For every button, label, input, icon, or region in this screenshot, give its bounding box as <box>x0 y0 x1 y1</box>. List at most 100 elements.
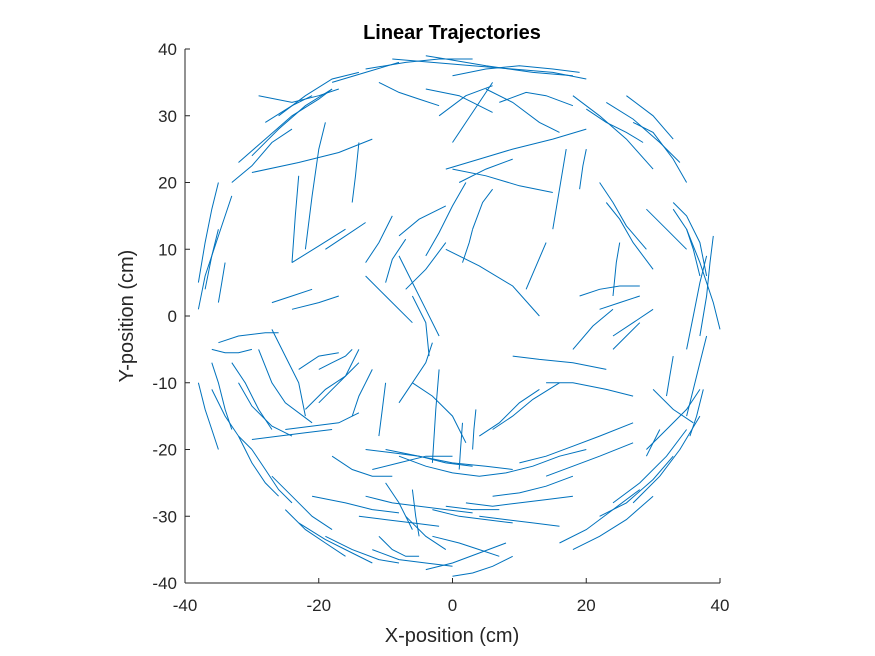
trajectory-line-13 <box>304 122 326 250</box>
trajectory-line-104 <box>479 515 560 527</box>
trajectory-line-38 <box>365 215 393 263</box>
trajectory-line-40 <box>291 228 346 264</box>
trajectory-line-90 <box>546 382 634 397</box>
trajectory-line-49 <box>525 242 547 290</box>
trajectory-line-26 <box>626 95 674 140</box>
trajectory-line-78 <box>318 362 360 404</box>
trajectory-line-107 <box>411 489 420 537</box>
trajectory-line-46 <box>365 275 413 324</box>
trajectory-line-64 <box>672 202 708 277</box>
trajectory-line-2 <box>392 58 587 80</box>
trajectory-line-21 <box>499 91 574 107</box>
trajectory-line-1 <box>425 55 573 77</box>
y-tick-label: -30 <box>152 507 177 526</box>
trajectory-line-53 <box>612 308 654 337</box>
trajectory-line-98 <box>492 475 574 497</box>
trajectory-line-105 <box>445 505 500 511</box>
y-tick-label: 10 <box>158 240 177 259</box>
trajectory-line-30 <box>579 149 587 190</box>
trajectory-line-24 <box>632 121 688 183</box>
trajectory-line-16 <box>378 81 440 107</box>
trajectory-line-20 <box>485 88 560 133</box>
trajectory-line-5 <box>452 65 580 77</box>
trajectory-line-41 <box>472 188 493 230</box>
trajectory-line-39 <box>325 222 366 250</box>
trajectory-line-109 <box>378 535 420 557</box>
trajectory-line-129 <box>666 356 674 397</box>
trajectory-line-77 <box>318 349 353 370</box>
y-tick-label: -40 <box>152 574 177 593</box>
trajectory-line-86 <box>472 409 477 450</box>
trajectory-line-125 <box>646 389 701 450</box>
trajectory-line-4 <box>331 61 400 83</box>
trajectory-line-66 <box>218 332 279 344</box>
y-tick-label: 20 <box>158 174 177 193</box>
trajectory-line-79 <box>305 349 360 410</box>
trajectory-line-84 <box>412 382 467 444</box>
trajectory-line-100 <box>365 495 473 514</box>
trajectory-line-51 <box>599 295 640 310</box>
trajectory-line-117 <box>271 475 333 531</box>
trajectory-line-42 <box>462 229 474 263</box>
trajectory-line-56 <box>291 295 339 310</box>
trajectory-line-102 <box>358 515 440 527</box>
trajectory-line-128 <box>689 389 704 437</box>
trajectory-line-83 <box>431 369 440 463</box>
trajectory-line-37 <box>398 205 447 237</box>
trajectory-line-123 <box>612 429 687 504</box>
trajectory-line-67 <box>271 329 306 417</box>
trajectory-line-63 <box>686 255 708 350</box>
trajectory-line-61 <box>699 235 714 337</box>
trajectory-line-52 <box>572 308 614 350</box>
trajectory-line-120 <box>559 489 641 544</box>
trajectory-line-3 <box>365 58 473 70</box>
x-axis-ticks: -40 -20 0 20 40 <box>173 578 730 615</box>
y-tick-label: 40 <box>158 40 177 59</box>
trajectory-line-19 <box>438 85 493 117</box>
trajectory-line-47 <box>398 255 440 337</box>
trajectory-line-73 <box>211 389 253 450</box>
trajectory-line-130 <box>645 429 661 457</box>
trajectory-line-10 <box>265 95 313 123</box>
y-tick-label: -20 <box>152 441 177 460</box>
trajectory-line-33 <box>605 202 654 270</box>
trajectory-line-76 <box>298 352 339 370</box>
trajectory-line-70 <box>231 362 273 430</box>
trajectory-line-6 <box>278 71 360 117</box>
trajectory-line-81 <box>378 382 387 437</box>
trajectory-line-36 <box>425 182 467 257</box>
trajectory-line-74 <box>251 429 333 440</box>
trajectory-line-124 <box>632 415 701 504</box>
trajectory-line-11 <box>231 128 293 183</box>
x-tick-label: 40 <box>711 596 730 615</box>
trajectory-line-112 <box>425 542 507 571</box>
trajectory-line-97 <box>545 442 634 477</box>
trajectory-line-111 <box>372 549 453 567</box>
x-tick-label: -20 <box>306 596 331 615</box>
trajectory-line-68 <box>258 349 313 424</box>
trajectory-line-29 <box>452 168 553 193</box>
trajectory-line-62 <box>686 229 721 330</box>
trajectory-line-44 <box>385 238 407 283</box>
trajectory-line-95 <box>398 449 587 477</box>
trajectory-line-89 <box>512 355 607 370</box>
trajectory-line-92 <box>372 455 453 470</box>
trajectory-line-59 <box>197 195 233 310</box>
trajectory-line-91 <box>331 455 393 477</box>
trajectory-line-87 <box>492 382 560 430</box>
trajectory-line-101 <box>312 495 400 514</box>
trajectory-line-23 <box>586 108 644 143</box>
trajectory-line-88 <box>479 388 540 437</box>
trajectory-line-127 <box>686 335 708 417</box>
trajectory-line-115 <box>298 522 373 564</box>
trajectory-line-32 <box>599 182 647 250</box>
trajectory-line-93 <box>385 449 513 470</box>
trajectory-line-103 <box>432 509 513 524</box>
trajectory-line-12 <box>251 138 373 173</box>
x-tick-label: 0 <box>448 596 457 615</box>
trajectory-line-71 <box>211 362 233 430</box>
trajectory-line-57 <box>217 262 226 303</box>
trajectory-line-121 <box>572 495 654 551</box>
trajectory-line-55 <box>271 288 313 304</box>
trajectory-line-106 <box>405 515 447 551</box>
